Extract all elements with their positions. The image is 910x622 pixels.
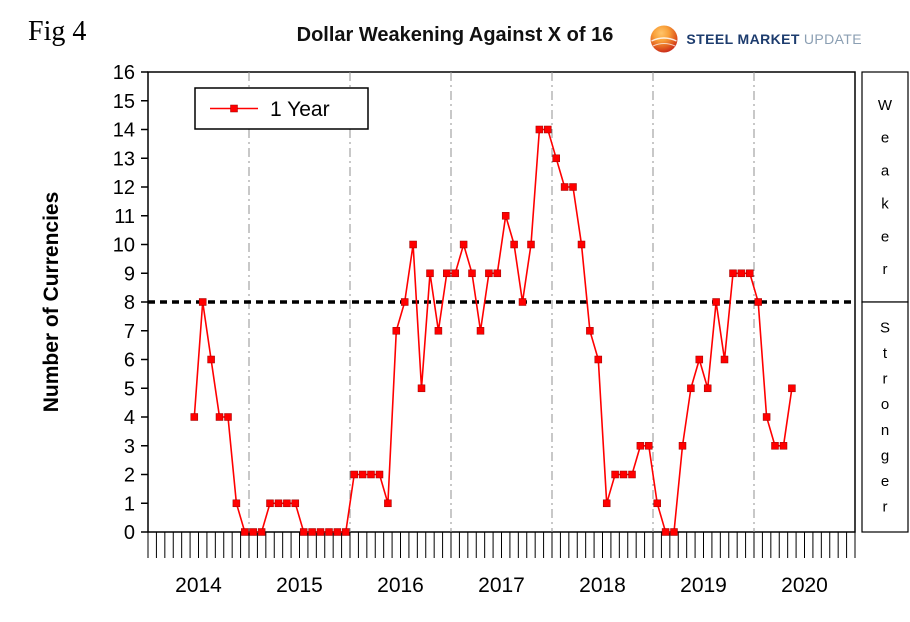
svg-text:e: e [881, 228, 889, 245]
svg-text:a: a [881, 163, 890, 180]
y-tick-label: 15 [113, 91, 135, 113]
side-label-box [861, 71, 909, 303]
x-year-label: 2018 [579, 574, 626, 597]
figure-number: Fig 4 [28, 16, 87, 47]
y-tick-label: 3 [124, 436, 135, 458]
svg-text:S: S [880, 320, 890, 337]
x-year-label: 2017 [478, 574, 525, 597]
y-tick-label: 1 [124, 493, 135, 515]
y-tick-label: 10 [113, 235, 135, 257]
logo-text-light: UPDATE [803, 31, 862, 47]
globe-sphere-icon [650, 25, 678, 53]
y-tick-label: 7 [124, 321, 135, 343]
month-ticks [147, 532, 856, 558]
legend-label: 1 Year [270, 98, 330, 121]
x-year-label: 2015 [276, 574, 323, 597]
logo-wordmark: STEEL MARKET UPDATE [686, 31, 862, 47]
y-tick-label: 13 [113, 148, 135, 170]
x-year-label: 2020 [781, 574, 828, 597]
logo-text-strong: STEEL MARKET [686, 31, 800, 47]
svg-text:r: r [883, 498, 888, 515]
chart-title: Dollar Weakening Against X of 16 [296, 24, 614, 46]
x-year-label: 2016 [377, 574, 424, 597]
side-label-box [861, 301, 909, 533]
y-tick-label: 11 [114, 206, 135, 228]
series-markers [190, 125, 796, 536]
y-tick-label: 4 [124, 407, 135, 429]
y-tick-label: 16 [113, 62, 135, 84]
svg-text:n: n [881, 422, 889, 439]
legend-marker-icon [230, 104, 238, 113]
svg-text:t: t [883, 345, 888, 362]
y-tick-label: 0 [124, 522, 135, 544]
x-year-label: 2014 [175, 574, 222, 597]
x-year-label: 2019 [680, 574, 727, 597]
y-tick-label: 5 [124, 378, 135, 400]
y-tick-label: 14 [113, 120, 135, 142]
x-axis-labels: 2014 2015 2016 2017 2018 2019 2020 [175, 574, 828, 597]
y-axis-title: Number of Currencies [40, 192, 63, 413]
legend: 1 Year [194, 87, 369, 130]
y-tick-label: 9 [124, 263, 135, 285]
y-tick-label: 8 [124, 292, 135, 314]
y-tick-label: 6 [124, 350, 135, 372]
y-tick-label: 2 [124, 465, 135, 487]
svg-text:r: r [883, 261, 888, 278]
svg-text:o: o [881, 396, 889, 413]
svg-text:g: g [881, 447, 889, 464]
svg-text:k: k [881, 195, 889, 212]
y-tick-label: 12 [113, 177, 135, 199]
svg-text:W: W [878, 97, 893, 114]
svg-text:e: e [881, 473, 889, 490]
steel-market-update-logo: STEEL MARKET UPDATE [649, 24, 862, 54]
svg-text:r: r [883, 371, 888, 388]
svg-text:e: e [881, 130, 889, 147]
